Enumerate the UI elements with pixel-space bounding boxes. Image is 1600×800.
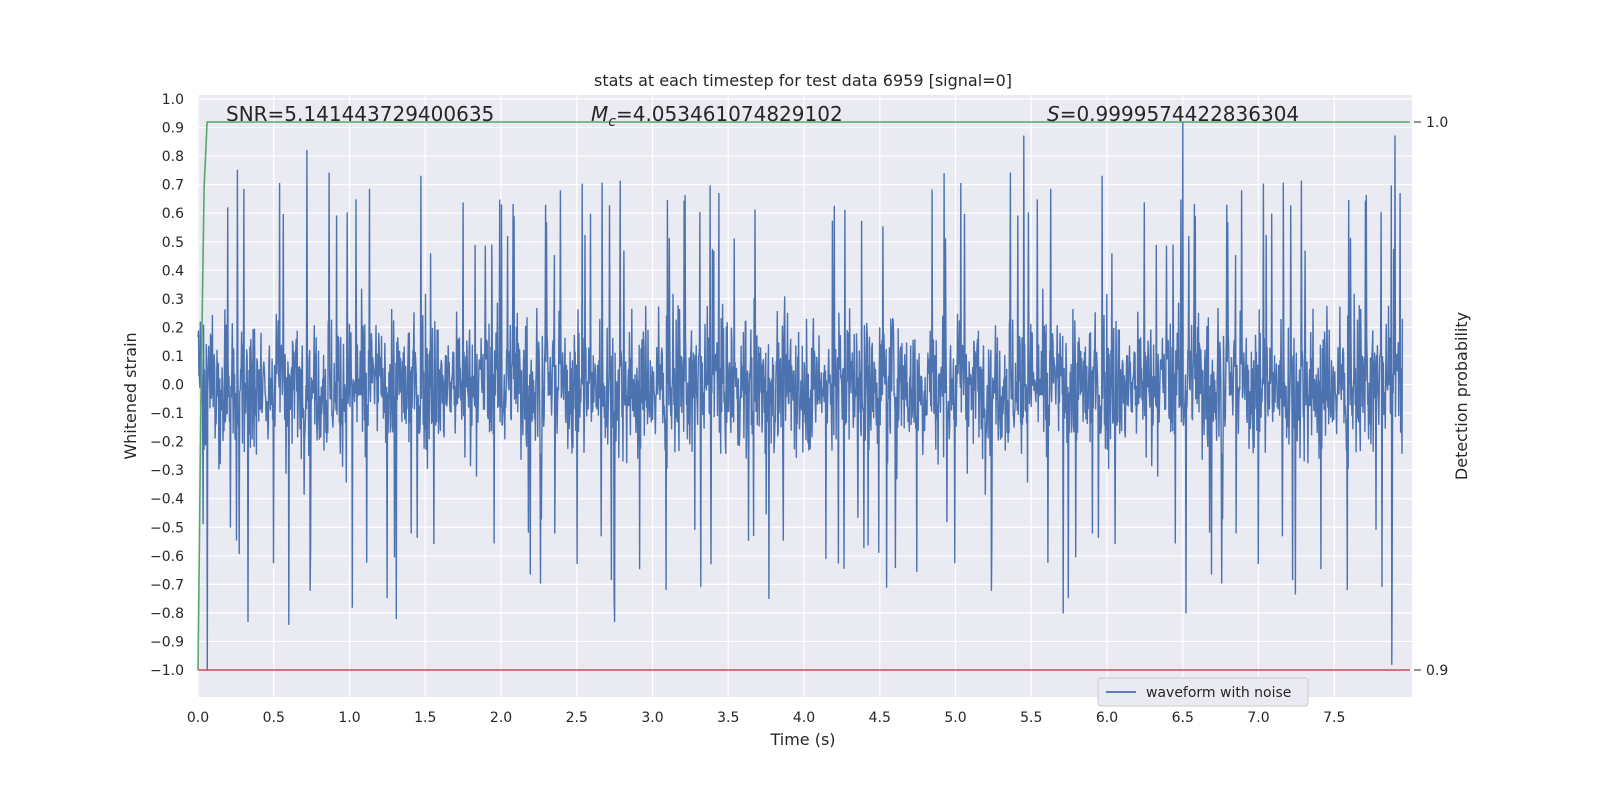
y-tick-label: 0.3 [162, 292, 184, 308]
y-axis-title-left: Whitened strain [121, 332, 140, 459]
y-tick-label: 0.9 [162, 121, 184, 137]
x-axis-title: Time (s) [769, 730, 835, 749]
chart-title: stats at each timestep for test data 695… [594, 71, 1012, 90]
right-tick-label: 1.0 [1426, 115, 1448, 131]
legend: waveform with noise [1097, 677, 1309, 707]
score-symbol: S [1047, 102, 1060, 126]
y-tick-label: 1.0 [162, 92, 184, 108]
detection-probability-line [197, 121, 1410, 671]
right-tick-label: 0.9 [1426, 663, 1448, 679]
chirp-mass-symbol: M [591, 102, 608, 126]
waveform-series [197, 121, 1404, 671]
y-tick-label: 0.8 [162, 149, 184, 165]
waveform-line [197, 121, 1404, 671]
y-tick-label: 0.1 [162, 349, 184, 365]
x-tick-label: 0.5 [263, 710, 285, 726]
y-tick-label: −0.3 [150, 463, 184, 479]
x-tick-label: 5.0 [944, 710, 966, 726]
snr-annotation: SNR=5.141443729400635 [226, 102, 494, 126]
y-tick-label: 0.4 [162, 263, 184, 279]
x-tick-label: 1.0 [338, 710, 360, 726]
y-tick-label: −0.5 [150, 520, 184, 536]
x-tick-label: 3.0 [641, 710, 663, 726]
x-tick-label: 3.5 [717, 710, 739, 726]
y-tick-label: −0.6 [150, 549, 184, 565]
y-axis-title-right: Detection probability [1452, 312, 1471, 480]
x-tick-label: 1.5 [414, 710, 436, 726]
x-tick-label: 6.5 [1172, 710, 1194, 726]
x-axis: 0.0 0.5 1.0 1.5 2.0 2.5 3.0 3.5 4.0 4.5 5.0 5.5 6.0 6… [187, 710, 1346, 726]
x-tick-label: 2.5 [566, 710, 588, 726]
y-tick-label: −0.7 [150, 577, 184, 593]
y-tick-label: −0.1 [150, 406, 184, 422]
y-tick-label: 0.7 [162, 178, 184, 194]
probability-series [197, 121, 1410, 671]
x-tick-label: 4.5 [869, 710, 891, 726]
y-tick-label: −1.0 [150, 663, 184, 679]
score-value: =0.9999574422836304 [1060, 102, 1299, 126]
y-tick-label: 0.0 [162, 378, 184, 394]
y-tick-label: −0.8 [150, 606, 184, 622]
x-tick-label: 5.5 [1020, 710, 1042, 726]
legend-entry: waveform with noise [1146, 685, 1291, 701]
x-tick-label: 7.0 [1247, 710, 1269, 726]
y-tick-label: 0.5 [162, 235, 184, 251]
x-tick-label: 4.0 [793, 710, 815, 726]
x-tick-label: 6.0 [1096, 710, 1118, 726]
y-tick-label: −0.4 [150, 492, 184, 508]
chirp-mass-subscript: c [608, 114, 616, 130]
y-tick-label: 0.6 [162, 206, 184, 222]
legend-box [1097, 677, 1309, 707]
y-tick-label: −0.9 [150, 634, 184, 650]
chirp-mass-value: =4.053461074829102 [616, 102, 843, 126]
y-tick-label: −0.2 [150, 435, 184, 451]
x-tick-label: 2.0 [490, 710, 512, 726]
x-tick-label: 0.0 [187, 710, 209, 726]
y-tick-label: 0.2 [162, 320, 184, 336]
chirp-mass-annotation: Mc=4.053461074829102 [591, 102, 843, 130]
x-tick-label: 7.5 [1323, 710, 1345, 726]
score-annotation: S=0.9999574422836304 [1047, 102, 1299, 126]
y-axis-right: 1.0 0.9 [1414, 115, 1448, 679]
y-axis-left: 1.0 0.9 0.8 0.7 0.6 0.5 0.4 0.3 0.2 0.1 0.0 −0.1 −0.… [150, 92, 184, 679]
